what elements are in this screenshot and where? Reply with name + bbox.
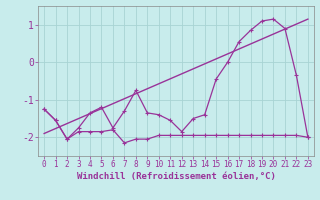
X-axis label: Windchill (Refroidissement éolien,°C): Windchill (Refroidissement éolien,°C) (76, 172, 276, 181)
